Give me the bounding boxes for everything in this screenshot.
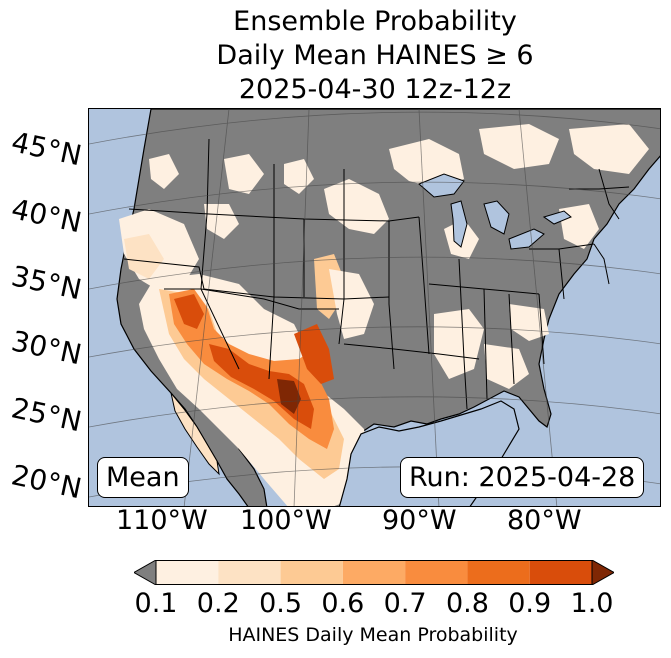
colorbar-tick-label: 0.9 <box>508 588 552 619</box>
title-line-1: Ensemble Probability <box>233 6 517 37</box>
colorbar-label: HAINES Daily Mean Probability <box>228 624 518 646</box>
title-line-3: 2025-04-30 12z-12z <box>238 74 512 105</box>
lat-label-45: 45°N <box>8 125 85 173</box>
lon-label-100: 100°W <box>240 505 332 536</box>
lat-label-20: 20°N <box>8 458 85 506</box>
lat-label-35: 35°N <box>8 259 85 307</box>
colorbar-tick-label: 0.1 <box>134 588 178 619</box>
colorbar-segment <box>467 560 530 585</box>
great-lakes <box>418 173 572 250</box>
colorbar-tick-label: 1.0 <box>570 588 614 619</box>
lon-label-110: 110°W <box>116 505 208 536</box>
stat-label-box: Mean <box>97 457 189 498</box>
colorbar-segment <box>405 560 468 585</box>
colorbar-segment <box>156 560 219 585</box>
colorbar-segment <box>529 560 592 585</box>
map-canvas <box>89 109 660 506</box>
baja-peninsula <box>170 392 220 476</box>
colorbar-tick-label: 0.2 <box>196 588 240 619</box>
colorbar-tick-label: 0.7 <box>383 588 427 619</box>
lat-label-40: 40°N <box>8 192 85 240</box>
colorbar-tick-label: 0.5 <box>259 588 303 619</box>
colorbar-frame <box>155 560 593 585</box>
colorbar <box>134 560 614 585</box>
colorbar-segment <box>280 560 343 585</box>
colorbar-under-triangle <box>134 560 157 585</box>
lat-label-30: 30°N <box>8 324 85 372</box>
lat-label-25: 25°N <box>8 391 85 439</box>
colorbar-over-triangle <box>591 560 614 585</box>
lon-label-90: 90°W <box>382 505 457 536</box>
lon-label-80: 80°W <box>507 505 582 536</box>
colorbar-tick-label: 0.8 <box>445 588 489 619</box>
run-label-box: Run: 2025-04-28 <box>400 457 645 498</box>
title-line-2: Daily Mean HAINES ≥ 6 <box>216 40 534 71</box>
probability-map <box>88 108 661 507</box>
colorbar-segment <box>342 560 406 585</box>
colorbar-tick-label: 0.6 <box>321 588 365 619</box>
colorbar-segment <box>218 560 281 585</box>
